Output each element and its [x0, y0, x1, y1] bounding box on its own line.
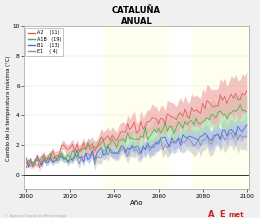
Legend: A2    (11), A1B   (19), B1    (13), E1    ( 4): A2 (11), A1B (19), B1 (13), E1 ( 4): [25, 28, 63, 56]
Text: met: met: [228, 212, 244, 218]
Bar: [103, 26, 170, 189]
Bar: [192, 26, 249, 189]
Text: E: E: [220, 210, 225, 218]
Title: CATALUÑA
ANUAL: CATALUÑA ANUAL: [112, 5, 161, 26]
Y-axis label: Cambio de la temperatura máxima (°C): Cambio de la temperatura máxima (°C): [5, 55, 11, 161]
Text: © Agencia Estatal de Meteorología: © Agencia Estatal de Meteorología: [5, 214, 67, 218]
Text: A: A: [208, 210, 214, 218]
X-axis label: Año: Año: [130, 200, 143, 206]
